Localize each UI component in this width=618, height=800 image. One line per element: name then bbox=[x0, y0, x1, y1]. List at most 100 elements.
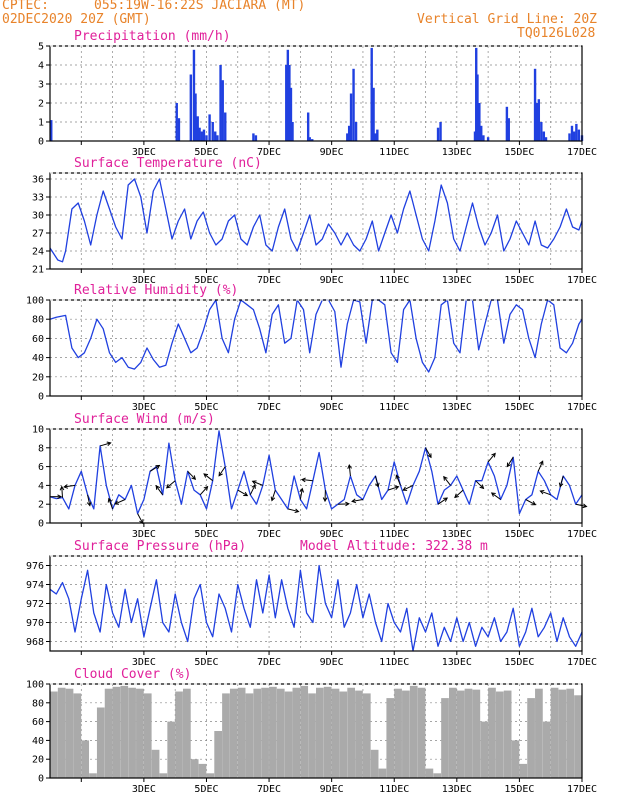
wind-arrow-icon bbox=[114, 499, 126, 505]
wind-arrow-icon bbox=[237, 489, 248, 497]
cloud-bar bbox=[308, 693, 316, 778]
cloud-bar bbox=[151, 749, 160, 778]
x-tick-label: 7DEC bbox=[257, 147, 281, 158]
wind-arrow-icon bbox=[251, 483, 256, 489]
precip-bar bbox=[507, 118, 510, 141]
cloud-cover-title: Cloud Cover (%) bbox=[74, 667, 191, 682]
cloud-bar bbox=[355, 690, 363, 778]
wind-arrow-icon bbox=[539, 489, 545, 495]
cloud-bar bbox=[519, 763, 528, 778]
cloud-bar bbox=[81, 740, 90, 778]
wind-arrow-icon bbox=[387, 486, 399, 491]
cloud-bar bbox=[323, 686, 332, 778]
precip-bar bbox=[254, 135, 258, 141]
cloud-bar bbox=[433, 773, 442, 778]
precipitation-panel: Precipitation (mm/h) 0 1 2 3 4 5 3DEC 5DEC 7DEC 9D… bbox=[38, 29, 597, 158]
cloud-bar bbox=[57, 687, 66, 778]
x-tick-label: 9DEC bbox=[320, 529, 344, 540]
y-tick-label: 36 bbox=[32, 175, 44, 186]
wind-arrow-icon bbox=[270, 496, 276, 502]
wind-arrow-icon bbox=[427, 453, 432, 459]
precip-bar bbox=[286, 49, 290, 141]
cloud-bar bbox=[183, 688, 191, 778]
wind-arrow-icon bbox=[64, 484, 76, 488]
cloud-bar bbox=[511, 740, 520, 778]
cloud-cover-panel: Cloud Cover (%) 0 20 40 60 80 100 3DEC 5DEC 7DEC 9… bbox=[26, 667, 597, 795]
precip-bar bbox=[439, 122, 442, 141]
precip-bar bbox=[347, 125, 351, 141]
temperature-line bbox=[49, 178, 583, 263]
x-tick-label: 17DEC bbox=[567, 275, 597, 286]
x-tick-label: 15DEC bbox=[504, 657, 534, 668]
x-tick-label: 11DEC bbox=[379, 275, 409, 286]
precip-bar bbox=[486, 137, 490, 141]
cloud-bar bbox=[456, 690, 465, 778]
cloud-bar bbox=[65, 688, 74, 778]
cloud-bar bbox=[96, 707, 105, 778]
cloud-bar bbox=[495, 691, 504, 778]
wind-arrow-icon bbox=[348, 465, 351, 477]
temperature-frame bbox=[49, 172, 583, 270]
y-tick-label: 60 bbox=[32, 717, 44, 728]
cloud-bar bbox=[542, 721, 551, 778]
x-tick-label: 11DEC bbox=[379, 529, 409, 540]
precip-bar bbox=[476, 74, 479, 141]
wind-panel: Surface Wind (m/s) 0 2 4 6 8 10 3DEC 5DEC 7DEC 9DE… bbox=[32, 412, 597, 540]
cloud-bar bbox=[331, 688, 340, 778]
x-tick-label: 9DEC bbox=[320, 275, 344, 286]
y-tick-label: 20 bbox=[32, 372, 44, 383]
x-tick-label: 11DEC bbox=[379, 784, 409, 795]
wind-arrow-icon bbox=[203, 473, 214, 482]
precip-bar bbox=[194, 93, 197, 141]
wind-arrow-icon bbox=[155, 485, 161, 490]
wind-arrow-icon bbox=[540, 490, 551, 496]
wind-arrow-icon bbox=[251, 480, 257, 485]
x-tick-label: 5DEC bbox=[194, 275, 218, 286]
cloud-bar bbox=[378, 768, 387, 778]
cloud-bar bbox=[143, 693, 152, 778]
x-tick-label: 3DEC bbox=[132, 275, 156, 286]
wind-arrow-icon bbox=[299, 488, 303, 500]
cloud-bar bbox=[480, 721, 489, 778]
wind-arrow-icon bbox=[149, 465, 160, 472]
x-tick-label: 15DEC bbox=[504, 275, 534, 286]
cloud-bar bbox=[472, 689, 481, 778]
cloud-bar bbox=[73, 693, 82, 778]
cloud-bar bbox=[558, 689, 567, 778]
wind-arrow-icon bbox=[243, 491, 249, 497]
precip-bar bbox=[370, 47, 373, 141]
x-tick-label: 17DEC bbox=[567, 784, 597, 795]
x-tick-label: 9DEC bbox=[320, 784, 344, 795]
x-tick-label: 11DEC bbox=[379, 657, 409, 668]
cloud-bar bbox=[425, 768, 434, 778]
precip-bar bbox=[475, 47, 478, 141]
cloud-bar bbox=[198, 763, 207, 778]
cloud-bar bbox=[362, 693, 371, 778]
model-altitude-annotation: Model Altitude: 322.38 m bbox=[300, 539, 488, 554]
y-tick-label: 0 bbox=[38, 137, 44, 148]
temperature-panel: Surface Temperature (nC) 21 24 27 30 33 36 3DEC… bbox=[32, 156, 597, 286]
precip-bar bbox=[535, 103, 539, 141]
x-tick-label: 15DEC bbox=[504, 529, 534, 540]
wind-arrow-icon bbox=[475, 480, 484, 489]
wind-arrow-icon bbox=[252, 480, 263, 486]
wind-arrow-icon bbox=[203, 485, 209, 491]
wind-arrow-icon bbox=[531, 501, 537, 506]
precip-bar bbox=[572, 131, 576, 141]
precip-bar bbox=[202, 129, 206, 141]
x-tick-label: 17DEC bbox=[567, 147, 597, 158]
precip-bar bbox=[205, 135, 208, 141]
wind-arrow-icon bbox=[394, 485, 400, 490]
x-tick-label: 15DEC bbox=[504, 147, 534, 158]
wind-arrow-icon bbox=[107, 497, 113, 503]
wind-arrow-icon bbox=[525, 499, 536, 506]
wind-arrow-icon bbox=[395, 474, 400, 480]
y-tick-label: 20 bbox=[32, 755, 44, 766]
x-tick-label: 5DEC bbox=[194, 402, 218, 413]
x-tick-label: 5DEC bbox=[194, 657, 218, 668]
precip-bar bbox=[211, 122, 214, 141]
wind-arrow-icon bbox=[271, 489, 276, 501]
cloud-bar bbox=[175, 691, 183, 778]
precip-bar bbox=[50, 120, 53, 141]
wind-arrow-icon bbox=[491, 492, 501, 500]
